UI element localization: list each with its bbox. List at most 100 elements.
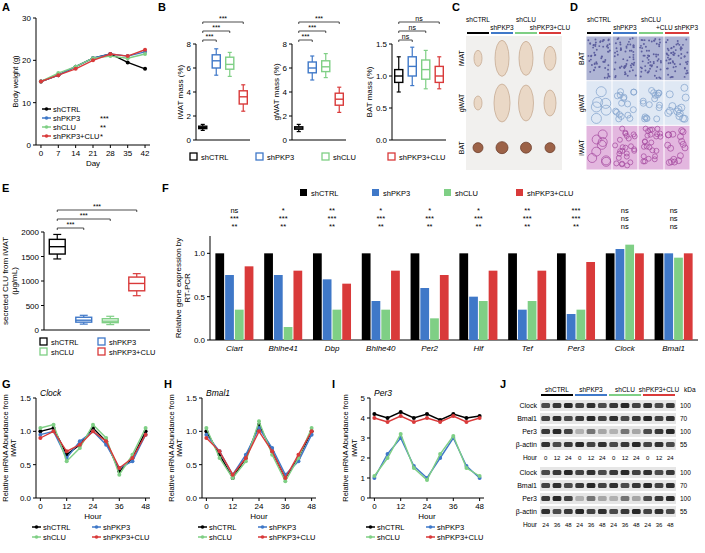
texture xyxy=(607,44,609,46)
texture xyxy=(627,115,633,121)
hour-tick: 12 xyxy=(588,455,595,461)
legend-label: shPKP3 xyxy=(103,523,130,532)
texture xyxy=(633,64,635,66)
marker-label: 100 xyxy=(680,469,691,476)
x-title: Day xyxy=(86,159,100,168)
band xyxy=(609,470,618,475)
texture xyxy=(592,47,594,49)
texture xyxy=(593,69,595,71)
tissue xyxy=(494,84,510,122)
row-label: iWAT xyxy=(578,139,585,156)
texture xyxy=(617,37,619,39)
x-tick-label: 48 xyxy=(141,502,150,511)
panel-letter: C xyxy=(452,1,460,13)
texture xyxy=(655,54,657,56)
band xyxy=(609,509,618,514)
texture xyxy=(596,49,598,51)
plot-area xyxy=(49,234,144,324)
texture xyxy=(655,70,657,72)
texture xyxy=(625,65,627,67)
texture xyxy=(674,63,676,65)
y-tick-label: 1500 xyxy=(21,253,39,262)
texture xyxy=(602,39,604,41)
y-tick xyxy=(33,60,36,61)
texture xyxy=(619,162,624,167)
group-head: shPKP3 xyxy=(579,386,603,393)
hour-tick: 24 xyxy=(667,455,674,461)
whisker-cap xyxy=(201,124,205,125)
texture xyxy=(615,42,617,44)
band xyxy=(666,416,675,421)
group-bar xyxy=(643,394,675,396)
bar xyxy=(293,271,302,340)
histology-tile xyxy=(613,126,638,170)
significance: ns xyxy=(621,222,629,231)
data-point xyxy=(65,449,69,453)
band xyxy=(609,483,618,488)
texture xyxy=(588,154,597,163)
texture xyxy=(673,46,675,48)
band xyxy=(575,442,584,447)
texture xyxy=(603,61,605,63)
panel-letter: H xyxy=(164,378,172,390)
data-point xyxy=(244,456,248,460)
bar xyxy=(567,314,576,340)
y-tick xyxy=(389,44,392,45)
texture xyxy=(640,100,646,106)
bar xyxy=(577,310,586,340)
row-label: gWAT xyxy=(578,93,586,112)
band xyxy=(632,442,641,447)
x-tick-label: 12 xyxy=(396,502,405,511)
legend-marker xyxy=(369,535,373,539)
y-tick xyxy=(41,330,44,331)
texture xyxy=(672,62,674,64)
whisker-cap xyxy=(297,124,301,125)
texture xyxy=(619,44,621,46)
texture xyxy=(658,77,660,79)
band xyxy=(553,429,562,434)
y-title: gWAT mass (%) xyxy=(272,63,281,121)
blot-strip xyxy=(540,480,676,491)
tissue xyxy=(544,90,556,116)
texture xyxy=(642,39,644,41)
texture xyxy=(660,69,662,71)
texture xyxy=(621,65,623,67)
box xyxy=(408,57,416,76)
texture xyxy=(648,70,650,72)
x-tick-label: 48 xyxy=(475,502,484,511)
significance: ** xyxy=(573,222,579,231)
hour-tick: 0 xyxy=(612,455,616,461)
y-tick xyxy=(389,108,392,109)
tissue xyxy=(496,142,508,154)
y-title-group: Relative mRNA Abundance fromiWAT xyxy=(167,394,185,502)
texture xyxy=(607,47,609,49)
histology-tile xyxy=(665,126,690,170)
texture xyxy=(666,52,668,54)
texture xyxy=(604,67,606,69)
whisker-cap xyxy=(53,258,61,259)
texture xyxy=(655,56,657,58)
y-title-line: iWAT xyxy=(175,439,184,457)
x-title: Hour xyxy=(250,512,268,521)
whisker-cap xyxy=(424,50,428,51)
significance: *** xyxy=(80,212,88,219)
column-bar xyxy=(639,32,663,34)
y-tick xyxy=(41,232,44,233)
y-tick xyxy=(367,478,370,479)
hour-tick: 0 xyxy=(578,455,582,461)
significance: ** xyxy=(524,222,530,231)
legend-label: shCTRL xyxy=(201,153,229,162)
texture xyxy=(596,87,606,97)
whisker xyxy=(57,234,58,239)
data-point xyxy=(108,52,112,56)
bar xyxy=(342,284,351,340)
whisker xyxy=(339,87,340,93)
texture xyxy=(640,45,642,47)
y-title-line: (μg/mL) xyxy=(10,267,19,295)
texture xyxy=(620,49,622,51)
x-tick-label: Per2 xyxy=(421,344,438,353)
texture xyxy=(602,61,604,63)
texture xyxy=(629,70,631,72)
hour-tick: 24 xyxy=(542,522,549,528)
median xyxy=(322,66,330,67)
